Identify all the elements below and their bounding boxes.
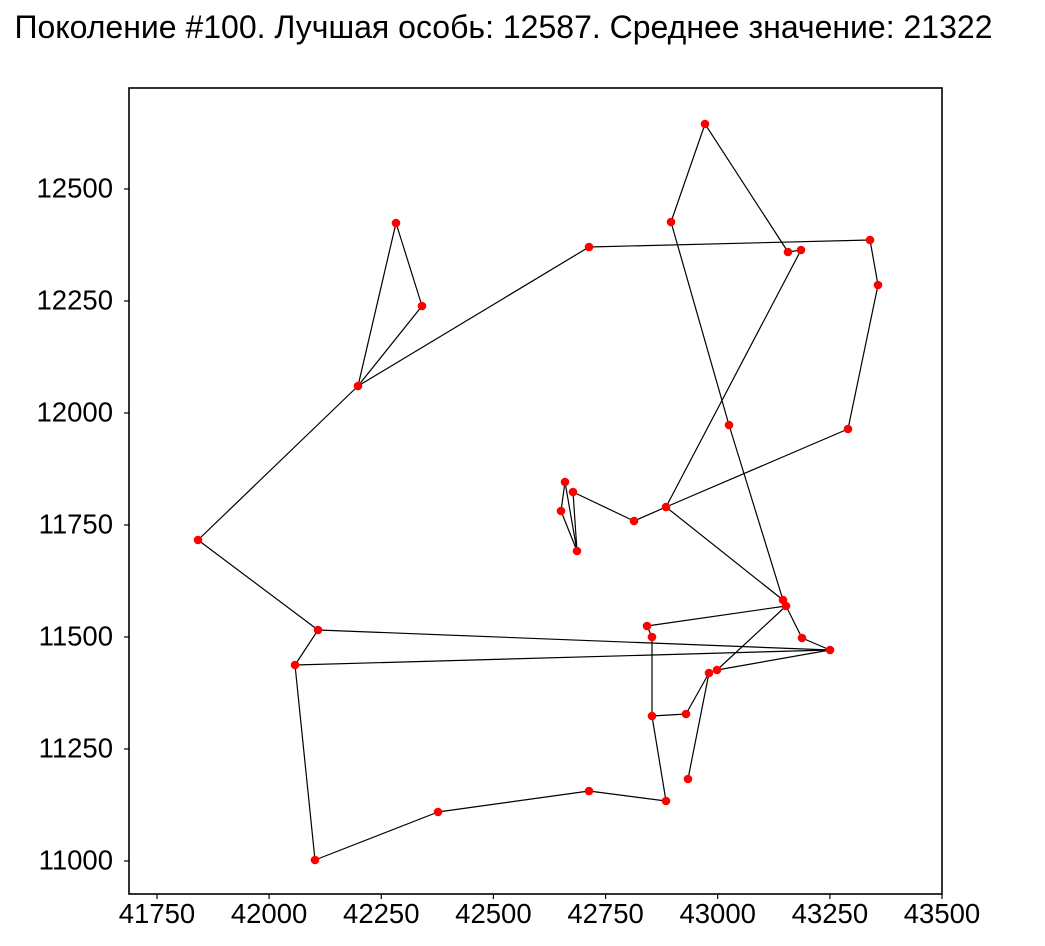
svg-text:41750: 41750: [119, 898, 195, 929]
svg-text:11250: 11250: [39, 733, 113, 764]
svg-text:12000: 12000: [37, 397, 113, 428]
svg-text:43000: 43000: [679, 898, 755, 929]
svg-text:12250: 12250: [37, 285, 113, 316]
svg-text:12500: 12500: [37, 173, 113, 204]
svg-text:42250: 42250: [343, 898, 419, 929]
svg-text:42500: 42500: [455, 898, 531, 929]
svg-text:42000: 42000: [231, 898, 307, 929]
svg-text:11750: 11750: [39, 509, 113, 540]
svg-text:43250: 43250: [792, 898, 868, 929]
svg-text:11500: 11500: [39, 621, 113, 652]
svg-text:11000: 11000: [39, 845, 113, 876]
svg-text:42750: 42750: [567, 898, 643, 929]
svg-text:43500: 43500: [904, 898, 980, 929]
